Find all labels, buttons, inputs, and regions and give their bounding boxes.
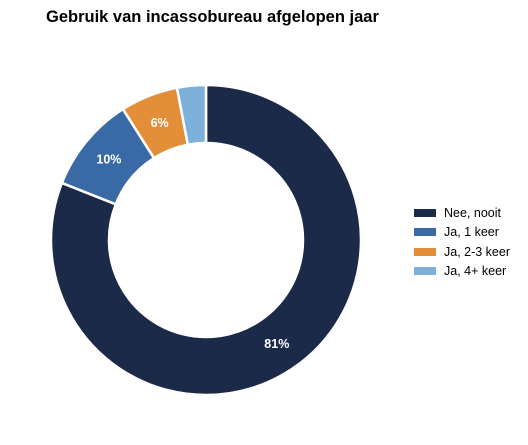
donut-slice-nee-nooit — [49, 83, 363, 397]
data-label: 6% — [151, 116, 169, 130]
donut-slice-ja-4-keer — [175, 83, 208, 147]
legend-label: Ja, 1 keer — [444, 225, 499, 240]
legend-label: Ja, 4+ keer — [444, 264, 507, 279]
chart-legend: Nee, nooit Ja, 1 keer Ja, 2-3 keer Ja, 4… — [414, 203, 510, 281]
legend-swatch — [414, 247, 436, 256]
legend-item-ja-4plus-keer: Ja, 4+ keer — [414, 262, 510, 282]
legend-swatch — [414, 208, 436, 217]
legend-label: Nee, nooit — [444, 205, 501, 220]
chart-title: Gebruik van incassobureau afgelopen jaar — [46, 8, 379, 26]
legend-swatch — [414, 228, 436, 237]
data-label: 10% — [96, 153, 121, 167]
legend-item-ja-1-keer: Ja, 1 keer — [414, 223, 510, 243]
legend-swatch — [414, 267, 436, 276]
data-label: 81% — [264, 337, 289, 351]
legend-label: Ja, 2-3 keer — [444, 244, 511, 259]
legend-item-nee-nooit: Nee, nooit — [414, 203, 510, 223]
legend-item-ja-2-3-keer: Ja, 2-3 keer — [414, 242, 510, 262]
